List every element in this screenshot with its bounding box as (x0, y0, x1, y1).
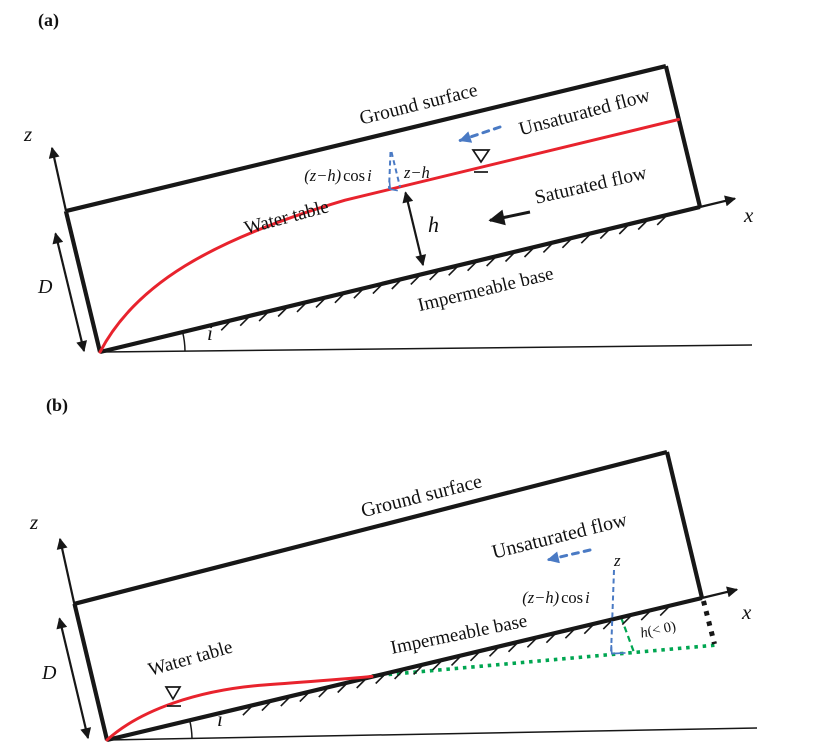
slope-angle-label-b: i (217, 707, 223, 731)
water-table-label-b: Water table (146, 637, 235, 681)
z-axis-label-b: z (29, 510, 38, 534)
negative-head-label-b: h(< 0) (639, 618, 678, 641)
x-axis-label-a: x (743, 203, 754, 227)
panel-a-tag: (a) (38, 10, 59, 31)
z-axis-label-a: z (23, 122, 32, 146)
z-coordinate-line-b (610, 569, 615, 655)
left-boundary-a (63, 210, 103, 353)
saturated-flow-label-a: Saturated flow (533, 163, 649, 209)
negative-head-segment-b (619, 616, 636, 653)
water-table-symbol-b (164, 686, 182, 701)
zh-cos-label-a: (z−h) cos i (304, 166, 372, 185)
slope-angle-label-a: i (207, 321, 213, 345)
right-boundary-b (664, 451, 705, 599)
right-boundary-dotted-extension-b (701, 600, 717, 645)
right-angle-mark-a (388, 181, 398, 192)
x-axis-label-b: x (741, 600, 752, 624)
base-hatching-a (220, 214, 668, 331)
unsaturated-flow-arrow-a (458, 125, 502, 143)
zh-cos-label-b: (z−h) cos i (522, 588, 590, 607)
head-label-a: h (428, 212, 439, 237)
depth-label-a: D (37, 276, 53, 298)
z-axis-arrow-b (56, 537, 77, 608)
unsaturated-flow-arrow-b (546, 548, 592, 564)
z-point-label-b: z (613, 551, 621, 570)
depth-dimension-arrow-b (56, 617, 92, 740)
z-minus-h-label-a: z−h (403, 163, 430, 182)
base-hatching-b (242, 605, 671, 716)
panel-a: (a) z x D i h Ground surface Unsaturated… (23, 10, 754, 355)
saturated-flow-arrow-a (488, 209, 531, 226)
ground-surface-line-b (73, 449, 668, 606)
ground-surface-label-a: Ground surface (358, 80, 480, 130)
horizontal-datum-line-a (99, 344, 753, 353)
impermeable-base-line-a (99, 204, 701, 355)
right-boundary-a (663, 65, 703, 208)
head-dimension-arrow-a (402, 191, 427, 267)
horizontal-datum-line-b (106, 727, 758, 741)
right-angle-mark-b (610, 644, 626, 655)
x-axis-arrow-b (701, 586, 739, 600)
impermeable-base-label-b: Impermeable base (389, 610, 529, 658)
depth-label-b: D (41, 662, 57, 684)
water-table-curve-b (105, 674, 374, 742)
ground-surface-line-a (65, 64, 667, 214)
unsaturated-flow-label-b: Unsaturated flow (490, 509, 630, 564)
slope-angle-arc-a (181, 331, 186, 352)
impermeable-base-line-b (106, 595, 703, 743)
depth-dimension-arrow-a (52, 232, 88, 353)
normal-depth-segment-a (390, 151, 401, 188)
panel-b: (b) z x D i Ground surface Unsaturated f… (29, 395, 758, 743)
water-table-symbol-a (471, 149, 491, 164)
water-table-curve-a (98, 118, 680, 354)
panel-b-tag: (b) (46, 395, 68, 416)
left-boundary-b (72, 603, 110, 741)
vertical-depth-segment-a (388, 151, 392, 190)
z-axis-arrow-a (48, 146, 68, 212)
slope-angle-arc-b (188, 720, 193, 739)
x-axis-arrow-a (699, 195, 737, 209)
water-table-label-a: Water table (242, 196, 331, 239)
